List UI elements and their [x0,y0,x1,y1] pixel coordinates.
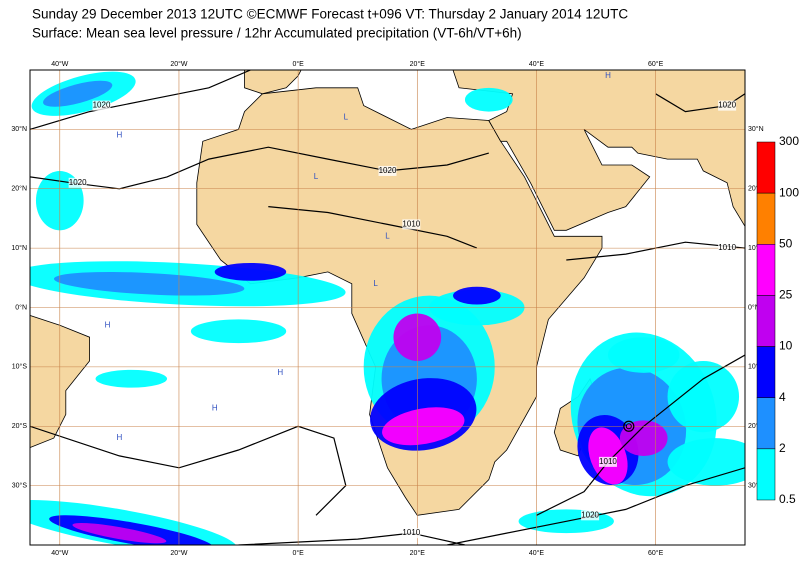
title-line-1: Sunday 29 December 2013 12UTC ©ECMWF For… [32,7,628,22]
isobar-label: 1010 [402,528,420,537]
isobar [655,93,745,113]
lat-label: 30°S [12,481,28,489]
isobar-label-bg [402,219,421,230]
lon-label: 20°W [170,549,188,557]
lon-label: 0°E [292,60,304,68]
isobar-label-bg [68,177,87,188]
colorbar-segment [756,346,776,398]
lat-label: 30°S [748,481,764,489]
title-line-2: Surface: Mean sea level pressure / 12hr … [32,26,522,41]
colorbar-label: 0.5 [779,492,796,506]
isobar-label: 1020 [69,178,87,187]
isobar-label-bg [92,100,111,111]
pressure-centre: H [105,320,111,329]
lon-label: 60°E [648,549,664,557]
map-frame [29,69,746,546]
colorbar-label: 2 [779,441,786,455]
lat-label: 10°N [748,244,764,252]
isobar-label-bg [378,165,397,176]
colorbar-segment [756,448,776,501]
pressure-centre: L [385,231,390,240]
precipitation-area [43,80,113,107]
lat-label: 10°N [11,244,27,252]
pressure-centre: L [344,113,349,122]
isobar-label-bg [598,456,617,467]
colorbar-label: 25 [779,288,793,302]
pressure-centre: H [212,404,218,413]
lon-label: 40°W [51,549,69,557]
lat-label: 20°N [748,185,764,193]
colorbar-label: 100 [779,185,799,199]
isobar [30,425,347,516]
lon-label: 20°E [410,549,426,557]
precipitation-area [190,319,287,344]
lat-label: 30°N [748,125,764,133]
precipitation-area [588,427,628,485]
isobar-label-bg [402,528,421,539]
colorbar-segment [756,295,776,347]
lon-label: 0°E [292,549,304,557]
isobar-label: 1020 [93,101,111,110]
precipitation-area [72,522,167,544]
pressure-centre: H [605,71,611,80]
lat-label: 0°N [748,303,760,311]
colorbar-segment [756,244,776,296]
colorbar-segment [756,192,776,245]
colorbar-segment [756,397,776,450]
isobar [268,206,478,249]
lat-label: 30°N [11,125,27,133]
isobar-label-bg [581,510,600,521]
colorbar-label: 4 [779,390,786,404]
lat-label: 20°N [11,185,27,193]
pressure-centre: H [116,130,122,139]
colorbar-label: 50 [779,236,793,250]
lat-label: 10°S [12,363,28,371]
land [244,70,302,95]
isobar-label: 1010 [718,243,736,252]
lon-label: 60°E [648,60,664,68]
lon-label: 40°W [51,60,69,68]
pressure-centre: H [277,368,283,377]
precipitation-area [53,271,245,296]
precipitation-area [607,337,680,373]
colorbar-label: 10 [779,339,793,353]
lat-label: 20°S [748,422,764,430]
isobar [30,70,251,130]
cyclone-centre [625,423,632,430]
lat-label: 10°S [748,363,764,371]
land [452,70,745,231]
cyclone-centre [623,420,635,432]
precipitation-area [667,360,740,433]
isobar-label: 1010 [599,457,617,466]
isobar-label: 1020 [581,510,599,519]
isobar-label-bg [718,100,737,111]
isobar [536,354,745,516]
colorbar-segment [756,141,776,194]
isobar-label: 1010 [402,219,420,228]
isobar-label-bg [718,243,737,254]
pressure-centre: H [116,433,122,442]
lon-label: 20°E [410,60,426,68]
precipitation-area [667,438,745,486]
lon-label: 40°E [529,549,545,557]
colorbar-label: 300 [779,134,799,148]
precipitation-area [464,87,513,112]
precipitation-area [214,262,287,281]
precipitation-area [95,369,168,388]
pressure-centre: L [314,172,319,181]
pressure-centre: L [373,279,378,288]
precipitation-area [453,286,501,305]
lat-label: 0°N [15,303,27,311]
lat-label: 20°S [12,422,28,430]
map: 1020 1020 1020 1010 1020 1010 1010 1020 1010 H H H L… [30,70,745,545]
lon-label: 20°W [170,60,188,68]
lon-label: 40°E [529,60,545,68]
isobar-label: 1020 [379,166,397,175]
isobar-label: 1020 [718,101,736,110]
